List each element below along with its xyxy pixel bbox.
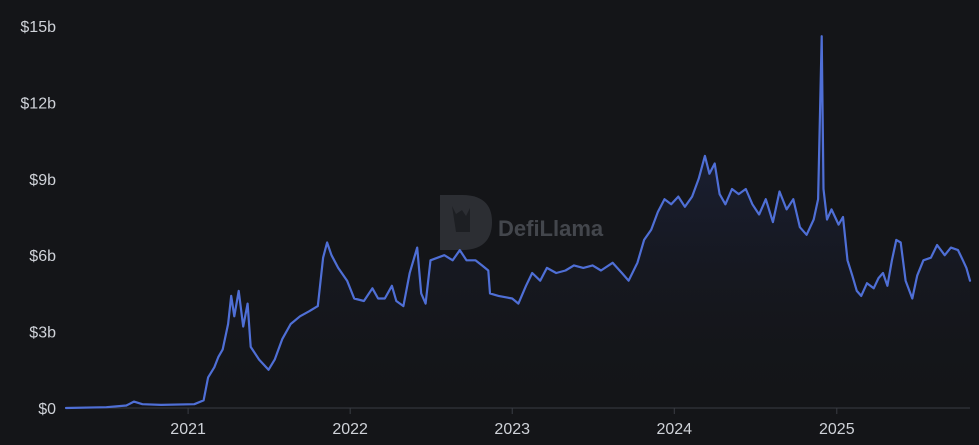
x-tick-label: 2021 [170, 421, 206, 438]
y-tick-label: $15b [20, 19, 56, 36]
plot-area [64, 35, 972, 410]
x-tick-label: 2022 [332, 421, 368, 438]
x-tick-label: 2025 [819, 421, 855, 438]
watermark-text: DefiLlama [498, 216, 604, 241]
series-area [66, 36, 970, 408]
y-axis: $0 $3b $6b $9b $12b $15b [20, 19, 56, 418]
x-tick-label: 2023 [494, 421, 530, 438]
x-axis: 2021 2022 2023 2024 2025 [66, 407, 970, 438]
y-tick-label: $12b [20, 95, 56, 112]
x-tick-label: 2024 [656, 421, 692, 438]
y-tick-label: $9b [29, 172, 56, 189]
watermark: DefiLlama [440, 195, 604, 250]
series-line [64, 35, 972, 410]
y-tick-label: $0 [38, 401, 56, 418]
defillama-logo-icon [440, 195, 492, 250]
y-tick-label: $6b [29, 248, 56, 265]
y-tick-label: $3b [29, 325, 56, 342]
